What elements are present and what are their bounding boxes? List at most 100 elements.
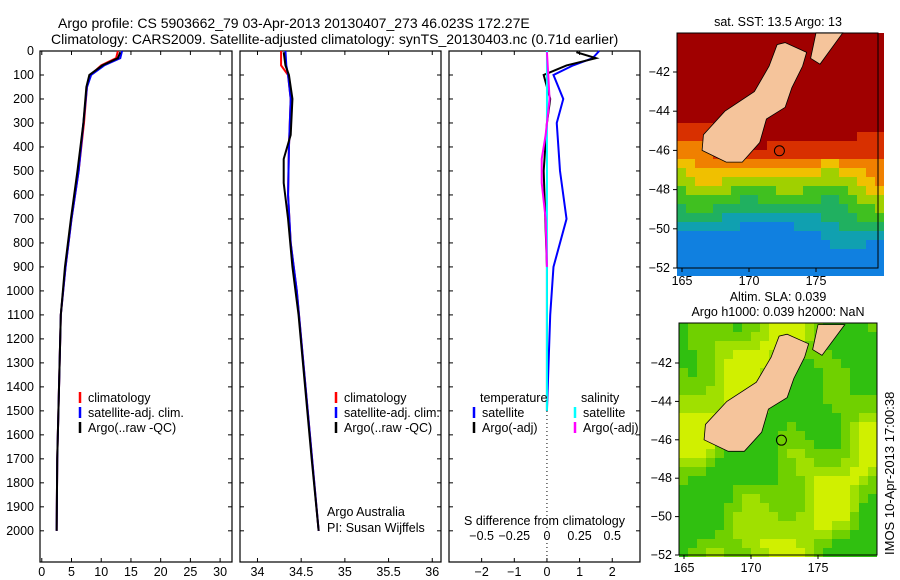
map-cell bbox=[866, 258, 875, 267]
map-cell bbox=[868, 539, 877, 548]
map-cell bbox=[751, 548, 760, 557]
map-cell bbox=[686, 114, 695, 123]
map-cell bbox=[751, 368, 760, 377]
map-cell bbox=[724, 521, 733, 530]
map-cell bbox=[767, 231, 776, 240]
map-cell bbox=[688, 485, 697, 494]
x-tick-label: 0 bbox=[38, 565, 45, 579]
map-cell bbox=[830, 96, 839, 105]
map-cell bbox=[706, 377, 715, 386]
map-cell bbox=[686, 96, 695, 105]
map-cell bbox=[740, 42, 749, 51]
map-cell bbox=[760, 476, 769, 485]
map-cell bbox=[857, 222, 866, 231]
map-cell bbox=[713, 87, 722, 96]
map-cell bbox=[841, 503, 850, 512]
map-cell bbox=[731, 186, 740, 195]
map-cell bbox=[821, 60, 830, 69]
map-cell bbox=[814, 449, 823, 458]
map-cell bbox=[722, 186, 731, 195]
sla-map-title: Altim. SLA: 0.039 bbox=[730, 290, 827, 304]
map-cell bbox=[787, 395, 796, 404]
map-cell bbox=[787, 494, 796, 503]
map-cell bbox=[697, 530, 706, 539]
map-cell bbox=[785, 159, 794, 168]
sst-map-title: sat. SST: 13.5 Argo: 13 bbox=[714, 15, 842, 29]
map-cell bbox=[722, 222, 731, 231]
map-cell bbox=[848, 60, 857, 69]
map-cell bbox=[812, 213, 821, 222]
map-cell bbox=[805, 458, 814, 467]
map-cell bbox=[695, 78, 704, 87]
map-cell bbox=[794, 267, 803, 276]
map-cell bbox=[850, 350, 859, 359]
x-tick-label: −1 bbox=[507, 565, 521, 579]
map-cell bbox=[733, 368, 742, 377]
map-cell bbox=[805, 332, 814, 341]
map-cell bbox=[776, 132, 785, 141]
map-cell bbox=[713, 186, 722, 195]
map-cell bbox=[742, 368, 751, 377]
map-cell bbox=[850, 503, 859, 512]
map-cell bbox=[742, 332, 751, 341]
map-cell bbox=[875, 105, 884, 114]
map-cell bbox=[794, 105, 803, 114]
map-cell bbox=[821, 69, 830, 78]
map-cell bbox=[823, 404, 832, 413]
x-tick-label: 36 bbox=[425, 565, 439, 579]
map-cell bbox=[866, 186, 875, 195]
map-cell bbox=[731, 51, 740, 60]
map-cell bbox=[713, 51, 722, 60]
map-cell bbox=[679, 404, 688, 413]
map-cell bbox=[823, 449, 832, 458]
map-cell bbox=[850, 386, 859, 395]
map-cell bbox=[724, 395, 733, 404]
map-cell bbox=[859, 503, 868, 512]
map-x-tick-label: 165 bbox=[674, 561, 695, 575]
map-cell bbox=[866, 33, 875, 42]
map-cell bbox=[704, 240, 713, 249]
map-cell bbox=[731, 159, 740, 168]
map-cell bbox=[740, 249, 749, 258]
map-cell bbox=[868, 503, 877, 512]
map-cell bbox=[749, 51, 758, 60]
map-cell bbox=[868, 386, 877, 395]
x-tick-label: 30 bbox=[213, 565, 227, 579]
map-cell bbox=[859, 485, 868, 494]
map-cell bbox=[704, 177, 713, 186]
map-cell bbox=[803, 51, 812, 60]
map-cell bbox=[839, 177, 848, 186]
map-cell bbox=[679, 395, 688, 404]
map-cell bbox=[686, 249, 695, 258]
map-cell bbox=[859, 323, 868, 332]
map-cell bbox=[695, 123, 704, 132]
map-cell bbox=[785, 267, 794, 276]
map-cell bbox=[704, 69, 713, 78]
map-cell bbox=[697, 368, 706, 377]
map-cell bbox=[722, 168, 731, 177]
map-cell bbox=[731, 168, 740, 177]
map-cell bbox=[713, 60, 722, 69]
map-cell bbox=[848, 51, 857, 60]
map-cell bbox=[803, 195, 812, 204]
map-cell bbox=[823, 467, 832, 476]
map-cell bbox=[686, 177, 695, 186]
map-cell bbox=[814, 359, 823, 368]
map-cell bbox=[758, 51, 767, 60]
map-cell bbox=[769, 530, 778, 539]
map-cell bbox=[875, 150, 884, 159]
map-cell bbox=[706, 368, 715, 377]
map-cell bbox=[812, 222, 821, 231]
map-cell bbox=[839, 114, 848, 123]
map-cell bbox=[803, 33, 812, 42]
map-cell bbox=[839, 78, 848, 87]
map-cell bbox=[805, 413, 814, 422]
map-cell bbox=[679, 458, 688, 467]
map-cell bbox=[794, 204, 803, 213]
map-cell bbox=[751, 377, 760, 386]
map-cell bbox=[857, 177, 866, 186]
map-cell bbox=[749, 69, 758, 78]
map-cell bbox=[758, 231, 767, 240]
map-cell bbox=[758, 141, 767, 150]
map-cell bbox=[812, 240, 821, 249]
